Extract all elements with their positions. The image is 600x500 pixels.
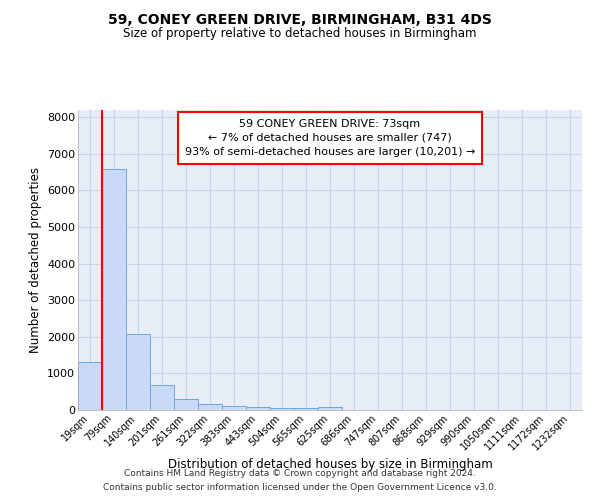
Text: Contains HM Land Registry data © Crown copyright and database right 2024.: Contains HM Land Registry data © Crown c… (124, 468, 476, 477)
Bar (150, 386, 174, 410)
Y-axis label: Number of detached properties: Number of detached properties (29, 167, 41, 353)
Bar (246, 408, 270, 410)
Text: 59 CONEY GREEN DRIVE: 73sqm
← 7% of detached houses are smaller (747)
93% of sem: 59 CONEY GREEN DRIVE: 73sqm ← 7% of deta… (185, 119, 475, 157)
Text: 59, CONEY GREEN DRIVE, BIRMINGHAM, B31 4DS: 59, CONEY GREEN DRIVE, BIRMINGHAM, B31 4… (108, 12, 492, 26)
Bar (174, 399, 198, 410)
Text: Size of property relative to detached houses in Birmingham: Size of property relative to detached ho… (123, 28, 477, 40)
Bar (102, 168, 126, 410)
Bar (270, 408, 294, 410)
Bar (294, 408, 318, 410)
Text: Contains public sector information licensed under the Open Government Licence v3: Contains public sector information licen… (103, 484, 497, 492)
Bar (318, 407, 342, 410)
X-axis label: Distribution of detached houses by size in Birmingham: Distribution of detached houses by size … (167, 458, 493, 470)
Bar (126, 334, 150, 410)
Bar (222, 406, 246, 410)
Bar (198, 404, 222, 410)
Bar (78, 362, 102, 410)
